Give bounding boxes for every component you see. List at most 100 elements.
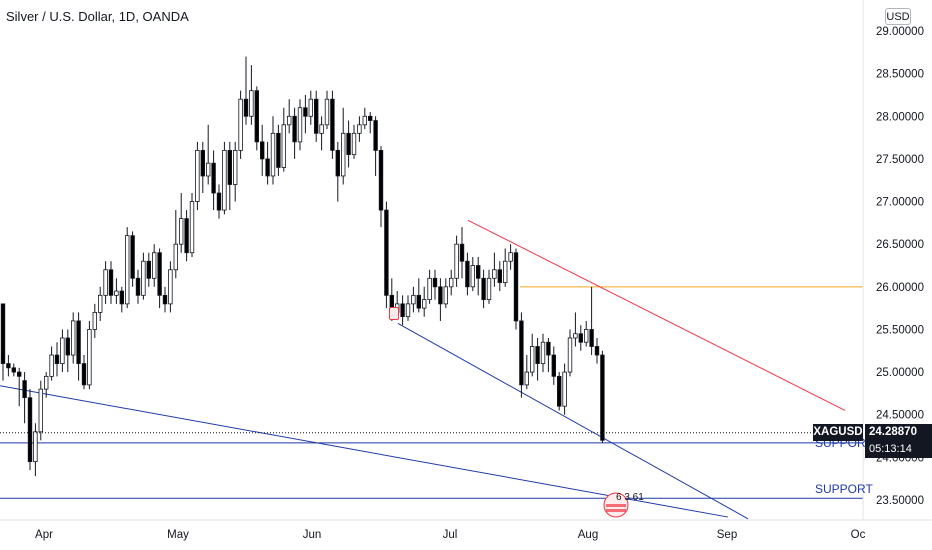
long-support-trendline [0, 385, 729, 518]
price-levels [0, 286, 863, 499]
candle-body [454, 243, 459, 279]
candle-body [492, 269, 497, 279]
countdown-label: 05:13:14 [865, 441, 932, 458]
candle-body [54, 354, 60, 364]
candle-body [281, 124, 286, 168]
falling-support-trendline [397, 323, 749, 520]
event-flag-icon[interactable] [389, 307, 399, 320]
time-axis[interactable]: Apr May Jun Jul Aug Sep Oc [35, 529, 866, 541]
candle-body [254, 90, 259, 143]
candle-body [27, 397, 33, 463]
economic-event-badge[interactable]: 6 3 61 [600, 492, 644, 518]
price-tick-label: 27.00000 [876, 197, 924, 209]
candle-body [195, 149, 200, 202]
candle-body [16, 371, 22, 377]
candle-body [335, 149, 340, 177]
candle-body [6, 363, 11, 369]
candle-body [103, 269, 108, 296]
candle-body [373, 120, 378, 151]
candle-body [421, 299, 427, 309]
candle-body [135, 277, 141, 296]
candle-body [0, 303, 6, 364]
candle-body [378, 149, 384, 211]
time-tick-label: Jun [303, 529, 322, 541]
candle-body [405, 303, 411, 318]
last-price-label: 24.28870 [865, 424, 932, 441]
candle-body [438, 286, 443, 305]
candle-body [513, 252, 519, 322]
candle-body [524, 371, 529, 386]
price-tick-label: 26.50000 [876, 239, 924, 251]
currency-button[interactable]: USD [885, 8, 911, 25]
candle-body [519, 320, 524, 386]
candle-body [87, 329, 92, 386]
candle-body [114, 290, 119, 296]
candle-body [308, 98, 313, 117]
candle-body [81, 363, 87, 386]
candle-body [222, 149, 227, 211]
candle-body [427, 277, 432, 301]
candle-body [470, 265, 475, 288]
candle-body [502, 260, 508, 283]
candle-body [324, 98, 330, 126]
time-tick-label: Jul [443, 529, 458, 541]
trend-lines [0, 219, 846, 520]
candle-body [125, 235, 130, 305]
candle-body [98, 294, 103, 313]
candle-body [573, 333, 578, 339]
candle-body [292, 115, 297, 143]
price-tick-label: 29.00000 [876, 26, 924, 38]
candle-body [578, 333, 583, 343]
candle-body [557, 375, 562, 407]
candle-body [238, 98, 243, 151]
candle-body [141, 260, 146, 296]
candle-body [243, 98, 249, 117]
candle-body [448, 277, 454, 288]
candle-body [211, 162, 216, 194]
event-numbers: 6 3 61 [616, 492, 644, 503]
candle-body [411, 294, 416, 305]
candle-body [330, 98, 335, 151]
candle-body [60, 337, 65, 364]
time-tick-label: Oc [851, 529, 866, 541]
candle-body [205, 162, 211, 177]
candle-body [49, 354, 54, 377]
price-tick-label: 26.00000 [876, 282, 924, 294]
price-tick-label: 24.50000 [876, 410, 924, 422]
candle-body [259, 141, 265, 160]
candle-body [508, 252, 513, 262]
candle-body [33, 431, 38, 463]
candle-body [362, 115, 367, 126]
price-tick-label: 27.50000 [876, 154, 924, 166]
candle-body [481, 277, 486, 301]
candle-body [22, 380, 27, 399]
candle-body [286, 115, 292, 126]
candle-body [265, 158, 270, 177]
candle-body [367, 115, 373, 121]
candle-body [249, 90, 254, 117]
last-price-tag: XAGUSD 24.28870 05:13:14 [813, 424, 932, 458]
candle-body [65, 337, 70, 356]
candle-body [313, 98, 319, 134]
candle-body [443, 286, 448, 305]
price-tick-label: 23.50000 [876, 495, 924, 507]
candle-body [432, 277, 438, 288]
candle-body [357, 124, 362, 134]
candle-body [551, 354, 556, 377]
candle-body [459, 243, 465, 262]
candle-body [400, 303, 405, 318]
price-tick-label: 25.00000 [876, 367, 924, 379]
candle-body [119, 290, 124, 305]
candle-body [227, 149, 232, 185]
price-tick-label: 25.50000 [876, 324, 924, 336]
candle-body [497, 269, 502, 283]
candle-body [108, 269, 114, 296]
candle-body [319, 124, 324, 134]
candle-body [200, 149, 205, 177]
candle-body [44, 375, 49, 390]
candle-body [600, 354, 605, 441]
support-label-lower: SUPPORT [815, 482, 873, 496]
candle-body [178, 218, 184, 245]
candle-body [546, 341, 551, 356]
